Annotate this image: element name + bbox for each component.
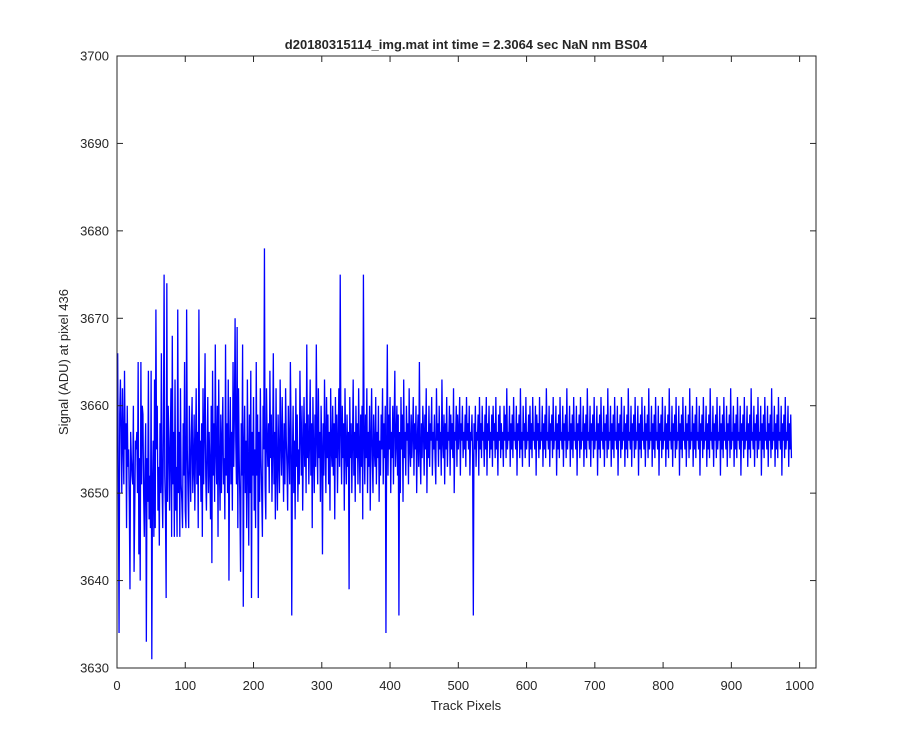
axes-box <box>116 55 817 669</box>
y-tick-label: 3700 <box>80 49 109 64</box>
y-tick-label: 3640 <box>80 573 109 588</box>
series-layer <box>117 248 793 660</box>
ticks-layer: 0 100 200 300 400 500 600 700 800 900 1000 3630 3640… <box>80 49 816 693</box>
x-tick-label: 1000 <box>785 678 814 693</box>
x-tick-label: 200 <box>243 678 265 693</box>
y-tick-label: 3690 <box>80 136 109 151</box>
series-line <box>117 248 793 660</box>
x-tick-label: 700 <box>584 678 606 693</box>
x-tick-label: 600 <box>516 678 538 693</box>
plot-area <box>117 56 816 668</box>
x-tick-label: 800 <box>652 678 674 693</box>
chart-title: d20180315114_img.mat int time = 2.3064 s… <box>285 37 648 52</box>
y-tick-label: 3660 <box>80 398 109 413</box>
x-tick-label: 400 <box>379 678 401 693</box>
y-axis-label: Signal (ADU) at pixel 436 <box>56 289 71 435</box>
x-tick-label: 300 <box>311 678 333 693</box>
x-tick-label: 500 <box>447 678 469 693</box>
x-tick-label: 900 <box>721 678 743 693</box>
x-axis-label: Track Pixels <box>431 698 502 713</box>
y-tick-label: 3630 <box>80 661 109 676</box>
y-tick-label: 3650 <box>80 486 109 501</box>
x-tick-label: 0 <box>113 678 120 693</box>
y-tick-label: 3680 <box>80 223 109 238</box>
y-tick-label: 3670 <box>80 311 109 326</box>
x-tick-label: 100 <box>174 678 196 693</box>
